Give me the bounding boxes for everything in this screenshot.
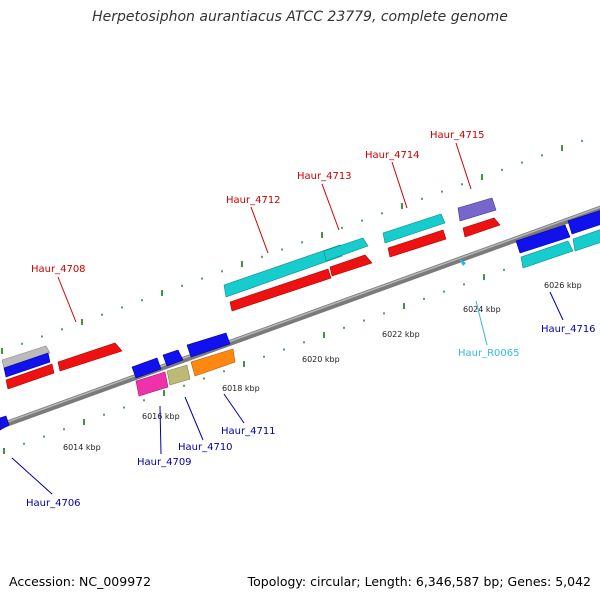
gene-label-forward[interactable]: Haur_4715 <box>430 130 485 141</box>
reverse-genes <box>0 209 600 431</box>
accession-text: Accession: NC_009972 <box>9 574 152 589</box>
gene-arrow[interactable] <box>166 364 191 386</box>
colored-genes <box>135 348 236 397</box>
gene-arrow[interactable] <box>462 217 501 238</box>
tick-label: 6026 kbp <box>544 281 582 290</box>
gene-label-reverse[interactable]: Haur_4716 <box>541 324 596 335</box>
gene-arrow[interactable] <box>223 244 343 298</box>
misc-genes <box>1 197 497 369</box>
tick-label: 6016 kbp <box>142 412 180 421</box>
tick-labels: 6014 kbp 6016 kbp 6018 kbp 6020 kbp 6022… <box>63 281 582 452</box>
tick-label: 6018 kbp <box>222 384 260 393</box>
gene-arrow[interactable] <box>135 371 169 397</box>
gene-arrow[interactable] <box>162 349 184 367</box>
gene-arrow[interactable] <box>515 224 571 254</box>
leader-lines <box>11 142 564 495</box>
rna-marker[interactable] <box>459 258 466 266</box>
tick-label: 6024 kbp <box>463 305 501 314</box>
tick-label: 6020 kbp <box>302 355 340 364</box>
tick-label: 6014 kbp <box>63 443 101 452</box>
gene-arrow[interactable] <box>457 197 497 222</box>
gene-arrow[interactable] <box>382 213 446 244</box>
gene-arrow[interactable] <box>190 348 236 377</box>
tick-label: 6022 kbp <box>382 330 420 339</box>
gene-label-reverse[interactable]: Haur_4710 <box>178 442 233 453</box>
gene-arrow[interactable] <box>323 237 369 262</box>
gene-arrow[interactable] <box>5 363 55 390</box>
gene-arrow[interactable] <box>1 345 51 369</box>
genome-backbone <box>0 205 600 430</box>
gene-label-reverse[interactable]: Haur_4709 <box>137 457 192 468</box>
gene-labels: Haur_4708 Haur_4712 Haur_4713 Haur_4714 … <box>26 130 596 509</box>
gene-label-reverse[interactable]: Haur_4706 <box>26 498 81 509</box>
gene-arrow[interactable] <box>0 415 10 431</box>
gene-label-forward[interactable]: Haur_4712 <box>226 195 281 206</box>
gene-arrow[interactable] <box>57 342 123 372</box>
genome-title: Herpetosiphon aurantiacus ATCC 23779, co… <box>92 9 508 25</box>
gene-label-forward[interactable]: Haur_4708 <box>31 264 86 275</box>
gene-label-rna[interactable]: Haur_R0065 <box>458 348 520 359</box>
gene-arrow[interactable] <box>567 209 600 235</box>
gene-label-forward[interactable]: Haur_4714 <box>365 150 420 161</box>
gene-arrow[interactable] <box>131 357 162 379</box>
gene-label-reverse[interactable]: Haur_4711 <box>221 426 276 437</box>
forward-genes <box>5 217 501 390</box>
gene-arrow[interactable] <box>520 240 574 269</box>
gene-arrow[interactable] <box>387 229 447 258</box>
gene-label-forward[interactable]: Haur_4713 <box>297 171 352 182</box>
cyan-genes <box>223 213 600 298</box>
gene-arrow[interactable] <box>572 228 600 252</box>
gene-arrow[interactable] <box>3 352 51 378</box>
gene-arrow[interactable] <box>329 254 373 277</box>
genome-summary-text: Topology: circular; Length: 6,346,587 bp… <box>247 574 591 589</box>
gene-arrow[interactable] <box>186 332 231 358</box>
forward-tick-track <box>1 139 583 354</box>
gene-arrow[interactable] <box>229 268 332 312</box>
